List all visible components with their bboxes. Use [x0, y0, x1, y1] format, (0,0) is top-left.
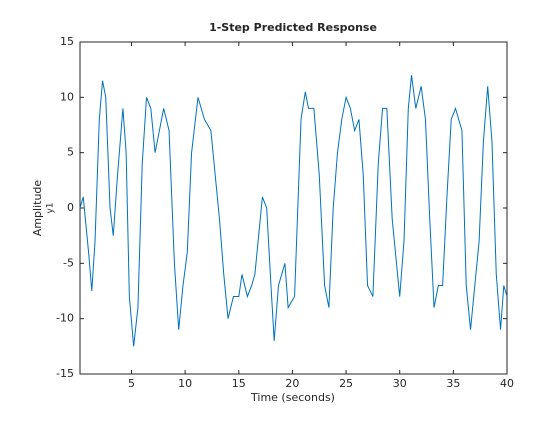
x-tick-label: 10 — [178, 377, 192, 390]
series-line — [79, 75, 508, 347]
x-axis-label: Time (seconds) — [250, 391, 335, 404]
x-tick-label: 15 — [232, 377, 246, 390]
x-tick-label: 35 — [446, 377, 460, 390]
x-tick-label: 40 — [500, 377, 514, 390]
x-tick-label: 25 — [339, 377, 353, 390]
plot-box — [79, 41, 508, 375]
y-tick-label: -5 — [63, 256, 74, 269]
x-tick-label: 20 — [285, 377, 299, 390]
y-tick-label: 5 — [67, 146, 74, 159]
chart-title: 1-Step Predicted Response — [209, 21, 377, 34]
y-tick-label: -10 — [56, 312, 74, 325]
y-tick-label: 15 — [60, 35, 74, 48]
y-tick-label: -15 — [56, 367, 74, 380]
x-tick-label: 5 — [128, 377, 135, 390]
y-tick-label: 0 — [67, 201, 74, 214]
y-axis-label: Amplitude — [31, 180, 44, 237]
y-tick-label: 10 — [60, 90, 74, 103]
channel-label: y1 — [46, 202, 56, 213]
x-tick-label: 30 — [393, 377, 407, 390]
